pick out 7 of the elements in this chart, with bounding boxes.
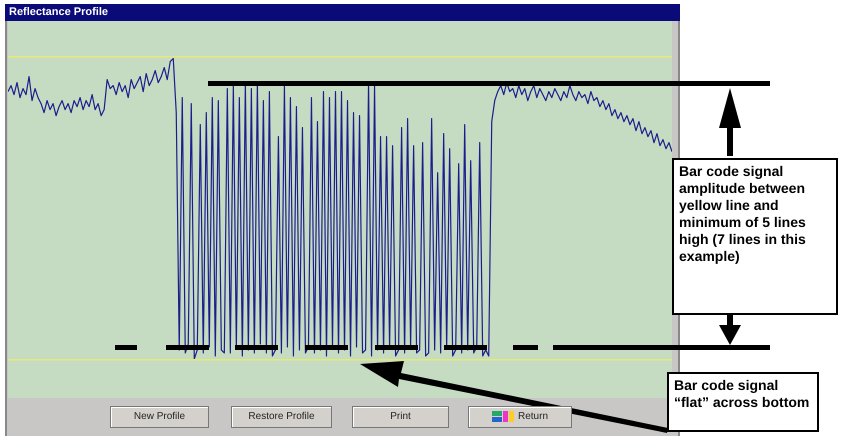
text: Return (518, 411, 548, 422)
text: Restore Profile (248, 411, 315, 422)
text: Bar code signal “flat” across bottom (667, 372, 819, 432)
text: Bar code signal amplitude between yellow line and minimum of 5 lines high (7 lines in this example) (672, 158, 838, 315)
text: New Profile (134, 411, 186, 422)
chart-title: Reflectance Profile (5, 4, 680, 21)
text: Print (390, 411, 411, 422)
